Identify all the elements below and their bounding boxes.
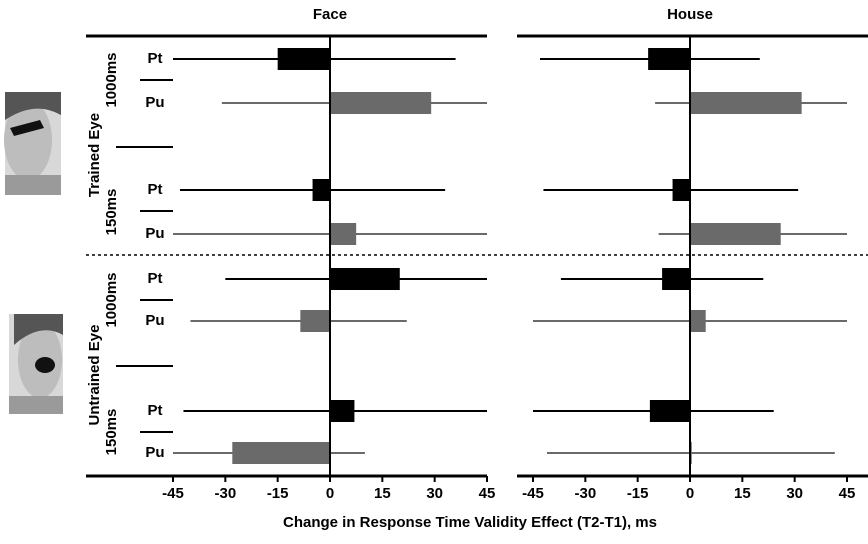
bar — [649, 400, 690, 422]
x-tick-label: 45 — [479, 485, 496, 502]
bar — [690, 310, 706, 332]
bar — [330, 400, 355, 422]
photo-untrained — [9, 314, 63, 414]
x-tick-label: -30 — [214, 485, 236, 502]
bar — [662, 268, 690, 290]
panel-title: Face — [313, 6, 347, 23]
bar — [277, 48, 330, 70]
x-tick-label: -15 — [267, 485, 289, 502]
subgroup-label: 150ms — [103, 409, 120, 456]
row-label: Pt — [148, 402, 163, 419]
group-label: Trained Eye — [86, 113, 103, 197]
row-label: Pu — [145, 94, 164, 111]
row-label: Pt — [148, 181, 163, 198]
x-tick-label: -30 — [574, 485, 596, 502]
subgroup-label: 1000ms — [103, 272, 120, 327]
x-tick-label: 30 — [426, 485, 443, 502]
photo-trained — [4, 92, 61, 195]
subgroup-label: 150ms — [103, 189, 120, 236]
x-tick-label: -15 — [627, 485, 649, 502]
bar — [330, 268, 400, 290]
x-tick-label: -45 — [522, 485, 544, 502]
row-label: Pu — [145, 444, 164, 461]
row-dividers — [116, 79, 173, 433]
bar — [232, 442, 330, 464]
group-label: Untrained Eye — [86, 325, 103, 426]
subgroup-label: 1000ms — [103, 52, 120, 107]
x-tick-label: 0 — [686, 485, 694, 502]
x-tick-label: 0 — [326, 485, 334, 502]
row-label: Pt — [148, 50, 163, 67]
bar — [672, 179, 690, 201]
x-tick-label: 45 — [839, 485, 856, 502]
panel-title: House — [667, 6, 713, 23]
row-label: Pt — [148, 270, 163, 287]
bar — [312, 179, 330, 201]
bar — [330, 223, 357, 245]
bar — [648, 48, 690, 70]
row-label: Pu — [145, 312, 164, 329]
bar — [330, 92, 432, 114]
x-tick-label: -45 — [162, 485, 184, 502]
bar — [300, 310, 330, 332]
row-label: Pu — [145, 225, 164, 242]
bar — [690, 92, 802, 114]
bar — [690, 223, 781, 245]
x-tick-label: 15 — [734, 485, 751, 502]
x-axis-label: Change in Response Time Validity Effect … — [283, 514, 657, 531]
x-tick-label: 15 — [374, 485, 391, 502]
x-tick-label: 30 — [786, 485, 803, 502]
